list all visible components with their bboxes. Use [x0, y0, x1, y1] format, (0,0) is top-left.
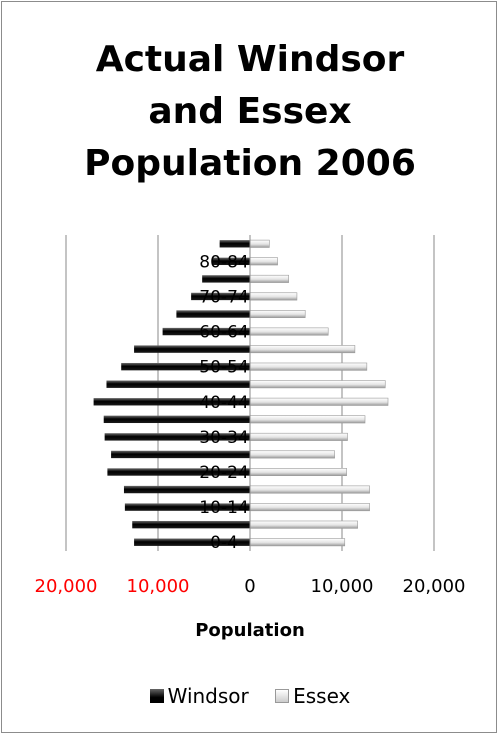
legend-swatch-windsor [149, 689, 164, 703]
bar-windsor-45-49 [106, 380, 250, 388]
bar-essex-30-34 [249, 432, 348, 441]
bar-essex-75-79 [249, 274, 289, 283]
chart-title-line-3: Population 2006 [84, 143, 416, 184]
bar-windsor-70-74 [191, 292, 250, 301]
category-label-20-24: 20-24 [199, 463, 248, 483]
legend-label-essex: Essex [293, 684, 351, 708]
bar-windsor-75-79 [202, 275, 250, 283]
bar-essex-15-19 [249, 485, 370, 494]
bar-essex-65-69 [249, 310, 306, 318]
bar-essex-0-4 [249, 538, 346, 547]
legend-swatch-essex [275, 689, 290, 703]
category-label-0-4: 0-4 [210, 533, 238, 553]
bar-essex-25-29 [249, 450, 335, 459]
bar-windsor-50-54 [121, 362, 250, 371]
bar-essex-40-44 [249, 397, 389, 406]
legend-label-windsor: Windsor [167, 684, 249, 708]
x-tick-label-4: 20,000 [403, 576, 466, 597]
bar-windsor-60-64 [162, 327, 250, 336]
x-tick-label-2: 0 [244, 576, 255, 597]
category-label-10-14: 10-14 [199, 498, 248, 518]
chart-title-line-2: and Essex [148, 91, 352, 132]
bar-windsor-35-39 [103, 415, 250, 424]
bar-windsor-15-19 [123, 485, 250, 494]
bar-essex-5-9 [249, 520, 358, 529]
bar-essex-55-59 [249, 345, 356, 354]
bar-windsor-65-69 [176, 310, 250, 318]
bar-essex-50-54 [249, 362, 368, 371]
category-label-60-64: 60-64 [199, 323, 248, 343]
x-axis-label: Population [195, 620, 305, 641]
bar-windsor-80-84 [212, 257, 250, 266]
bar-windsor-0-4 [134, 538, 250, 546]
bar-windsor-10-14 [124, 503, 250, 511]
legend-item-essex: Essex [275, 684, 350, 708]
bar-windsor-40-44 [93, 398, 250, 406]
category-label-50-54: 50-54 [199, 358, 248, 378]
bar-windsor-25-29 [111, 450, 250, 459]
chart-title-line-1: Actual Windsor [95, 39, 405, 80]
bar-essex-60-64 [249, 327, 329, 336]
bar-windsor-20-24 [107, 468, 251, 476]
category-label-70-74: 70-74 [199, 287, 248, 307]
bar-windsor-55-59 [134, 345, 250, 353]
bar-windsor-30-34 [104, 433, 250, 441]
bar-essex-35-39 [249, 415, 366, 424]
category-label-40-44: 40-44 [199, 393, 248, 413]
bar-essex-45-49 [249, 380, 386, 389]
bar-essex-10-14 [249, 503, 370, 512]
x-tick-label-3: 10,000 [311, 576, 374, 597]
category-label-30-34: 30-34 [199, 428, 248, 448]
x-tick-label-0: 20,000 [35, 576, 98, 597]
x-tick-label-1: 10,000 [127, 576, 190, 597]
chart-title: Actual Windsor and Essex Population 2006 [0, 34, 500, 190]
legend-item-windsor: Windsor [149, 684, 249, 708]
bar-windsor-5-9 [132, 520, 250, 529]
legend: Windsor Essex [0, 684, 500, 708]
bar-essex-80-84 [249, 257, 278, 266]
category-label-80-84: 80-84 [199, 252, 248, 272]
bar-windsor-85+ [219, 240, 250, 248]
bar-essex-70-74 [249, 292, 298, 301]
bar-essex-85+ [249, 239, 270, 248]
bar-essex-20-24 [249, 468, 347, 476]
